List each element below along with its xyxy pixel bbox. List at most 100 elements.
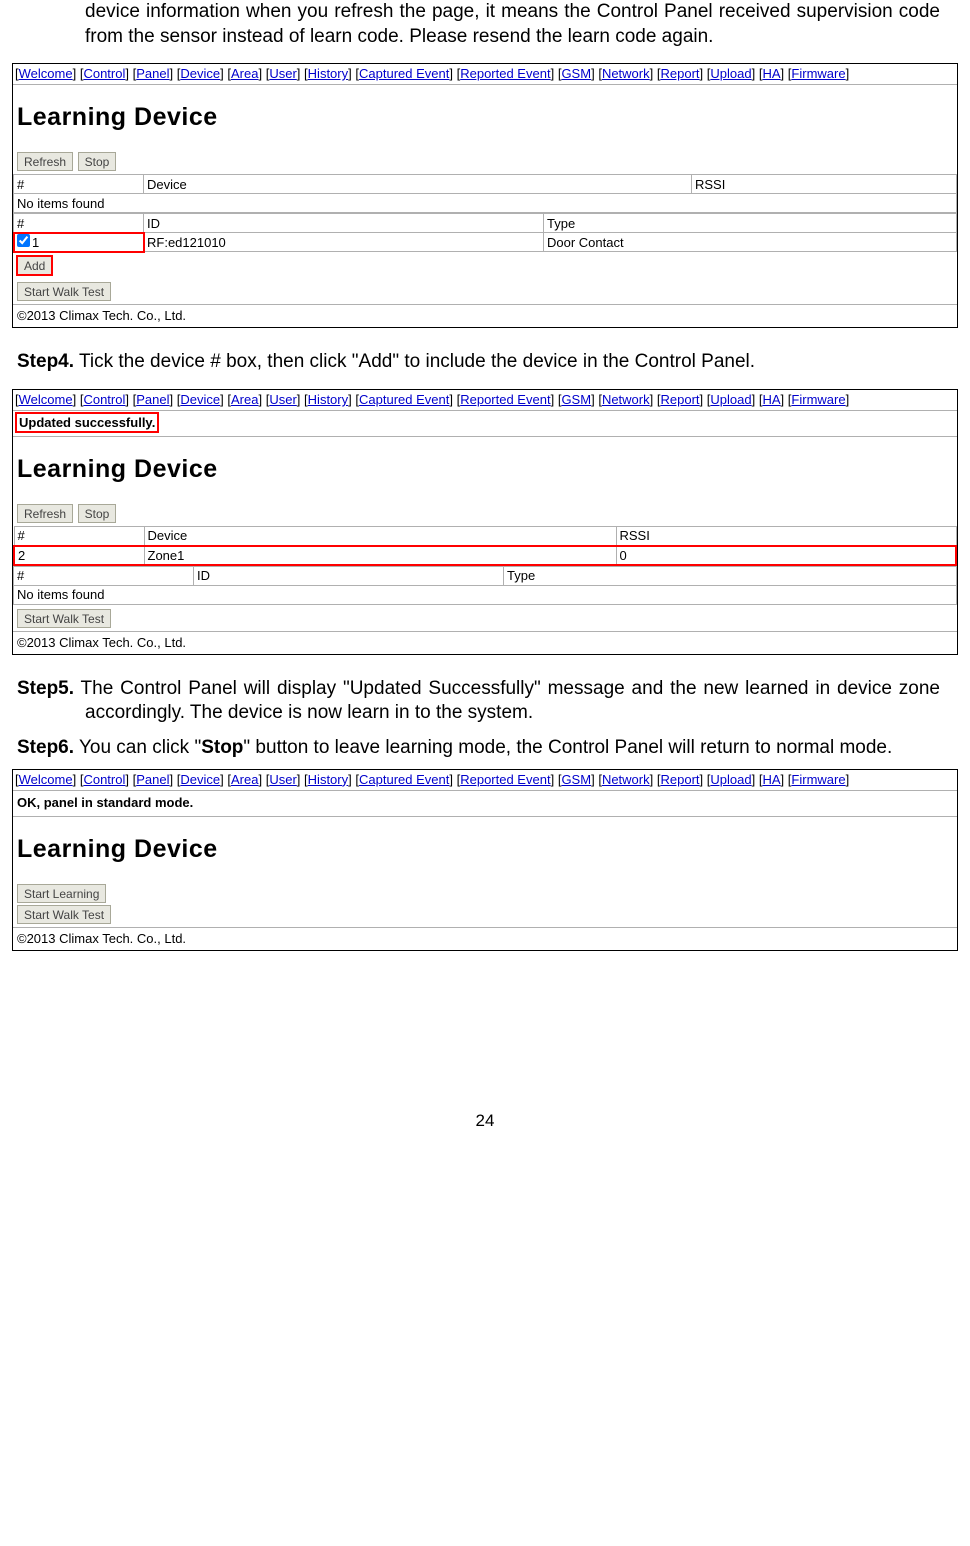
table-2a: #DeviceRSSI 2 Zone1 0 bbox=[13, 526, 957, 566]
btn-row-1c: Start Walk Test bbox=[13, 278, 957, 304]
nav-link[interactable]: Firmware bbox=[791, 392, 845, 407]
row2-num: 2 bbox=[14, 546, 144, 565]
nav-link[interactable]: Panel bbox=[136, 66, 169, 81]
nav-link[interactable]: Device bbox=[180, 392, 220, 407]
th-num-2b: # bbox=[14, 566, 194, 585]
checkbox-icon[interactable] bbox=[17, 234, 30, 247]
nav-link[interactable]: HA bbox=[762, 392, 780, 407]
th-rssi-2: RSSI bbox=[616, 527, 956, 546]
nav-link[interactable]: Network bbox=[602, 66, 650, 81]
nav-link[interactable]: Upload bbox=[710, 772, 751, 787]
nav-link[interactable]: Welcome bbox=[19, 392, 73, 407]
no-items-2: No items found bbox=[14, 585, 957, 604]
nav-link[interactable]: Reported Event bbox=[460, 66, 550, 81]
panel-1: [Welcome] [Control] [Panel] [Device] [Ar… bbox=[12, 63, 958, 328]
nav-link[interactable]: Area bbox=[231, 392, 258, 407]
table-1b: #IDType 1 RF:ed121010 Door Contact bbox=[13, 213, 957, 252]
nav-link[interactable]: Report bbox=[661, 772, 700, 787]
step6: Step6. You can click "Stop" button to le… bbox=[10, 736, 940, 761]
th-num-b: # bbox=[14, 214, 144, 233]
step4-text: Tick the device # box, then click "Add" … bbox=[74, 351, 755, 372]
step6-label: Step6. bbox=[17, 737, 74, 758]
nav-link[interactable]: User bbox=[269, 66, 296, 81]
btn-row-1a: Refresh Stop bbox=[13, 148, 957, 174]
start-walk-test-button-2[interactable]: Start Walk Test bbox=[17, 609, 111, 628]
refresh-button-2[interactable]: Refresh bbox=[17, 504, 73, 523]
nav-link[interactable]: History bbox=[308, 392, 348, 407]
status-2: Updated successfully. bbox=[13, 411, 957, 437]
nav-link[interactable]: HA bbox=[762, 66, 780, 81]
nav-link[interactable]: Network bbox=[602, 772, 650, 787]
nav-link[interactable]: Welcome bbox=[19, 772, 73, 787]
th-rssi: RSSI bbox=[692, 175, 957, 194]
th-id-2: ID bbox=[194, 566, 504, 585]
nav-link[interactable]: HA bbox=[762, 772, 780, 787]
row-num: 1 bbox=[32, 235, 39, 250]
btn-row-3b: Start Walk Test bbox=[13, 904, 957, 927]
nav-link[interactable]: Control bbox=[83, 772, 125, 787]
nav-link[interactable]: Welcome bbox=[19, 66, 73, 81]
table-1a: #DeviceRSSI No items found bbox=[13, 174, 957, 213]
nav-link[interactable]: History bbox=[308, 66, 348, 81]
table-2b: #IDType No items found bbox=[13, 566, 957, 605]
nav-link[interactable]: Captured Event bbox=[359, 66, 449, 81]
nav-link[interactable]: Firmware bbox=[791, 66, 845, 81]
nav-link[interactable]: Upload bbox=[710, 66, 751, 81]
stop-button[interactable]: Stop bbox=[78, 152, 117, 171]
nav-link[interactable]: Upload bbox=[710, 392, 751, 407]
nav-link[interactable]: Report bbox=[661, 66, 700, 81]
nav-link[interactable]: History bbox=[308, 772, 348, 787]
step6-text-a: You can click " bbox=[74, 737, 201, 758]
nav-link[interactable]: Network bbox=[602, 392, 650, 407]
footer-3: ©2013 Climax Tech. Co., Ltd. bbox=[13, 927, 957, 950]
nav-link[interactable]: User bbox=[269, 392, 296, 407]
row2-device: Zone1 bbox=[144, 546, 616, 565]
btn-row-3a: Start Learning bbox=[13, 880, 957, 904]
nav-links-2: [Welcome] [Control] [Panel] [Device] [Ar… bbox=[13, 390, 957, 411]
status-msg-2: Updated successfully. bbox=[17, 414, 157, 431]
nav-link[interactable]: GSM bbox=[561, 392, 591, 407]
nav-link[interactable]: GSM bbox=[561, 66, 591, 81]
th-num: # bbox=[14, 175, 144, 194]
step4: Step4. Tick the device # box, then click… bbox=[17, 350, 960, 375]
nav-link[interactable]: Captured Event bbox=[359, 772, 449, 787]
btn-row-2b: Start Walk Test bbox=[13, 605, 957, 631]
th-id: ID bbox=[144, 214, 544, 233]
status-3: OK, panel in standard mode. bbox=[13, 791, 957, 817]
step6-stop: Stop bbox=[201, 737, 243, 758]
nav-links-3: [Welcome] [Control] [Panel] [Device] [Ar… bbox=[13, 770, 957, 791]
nav-link[interactable]: Panel bbox=[136, 772, 169, 787]
th-device-2: Device bbox=[144, 527, 616, 546]
start-walk-test-button-1[interactable]: Start Walk Test bbox=[17, 282, 111, 301]
row-type: Door Contact bbox=[544, 233, 957, 252]
nav-link[interactable]: Reported Event bbox=[460, 772, 550, 787]
add-button[interactable]: Add bbox=[17, 256, 52, 275]
page-title-1: Learning Device bbox=[13, 85, 957, 148]
nav-link[interactable]: Report bbox=[661, 392, 700, 407]
th-device: Device bbox=[144, 175, 692, 194]
nav-link[interactable]: Panel bbox=[136, 392, 169, 407]
btn-row-1b: Add bbox=[13, 252, 957, 278]
start-learning-button[interactable]: Start Learning bbox=[17, 884, 106, 903]
nav-link[interactable]: User bbox=[269, 772, 296, 787]
nav-link[interactable]: Area bbox=[231, 772, 258, 787]
step5: Step5. The Control Panel will display "U… bbox=[10, 677, 940, 726]
btn-row-2: Refresh Stop bbox=[13, 500, 957, 526]
nav-link[interactable]: Device bbox=[180, 772, 220, 787]
stop-button-2[interactable]: Stop bbox=[78, 504, 117, 523]
nav-link[interactable]: Firmware bbox=[791, 772, 845, 787]
row-checkbox-1[interactable]: 1 bbox=[14, 233, 144, 252]
refresh-button[interactable]: Refresh bbox=[17, 152, 73, 171]
nav-link[interactable]: Captured Event bbox=[359, 392, 449, 407]
page-title-2: Learning Device bbox=[13, 437, 957, 500]
nav-link[interactable]: Device bbox=[180, 66, 220, 81]
nav-link[interactable]: GSM bbox=[561, 772, 591, 787]
start-walk-test-button-3[interactable]: Start Walk Test bbox=[17, 905, 111, 924]
no-items-1: No items found bbox=[14, 194, 957, 213]
nav-link[interactable]: Control bbox=[83, 392, 125, 407]
nav-link[interactable]: Reported Event bbox=[460, 392, 550, 407]
row-id: RF:ed121010 bbox=[144, 233, 544, 252]
nav-link[interactable]: Control bbox=[83, 66, 125, 81]
th-type-2: Type bbox=[504, 566, 957, 585]
nav-link[interactable]: Area bbox=[231, 66, 258, 81]
